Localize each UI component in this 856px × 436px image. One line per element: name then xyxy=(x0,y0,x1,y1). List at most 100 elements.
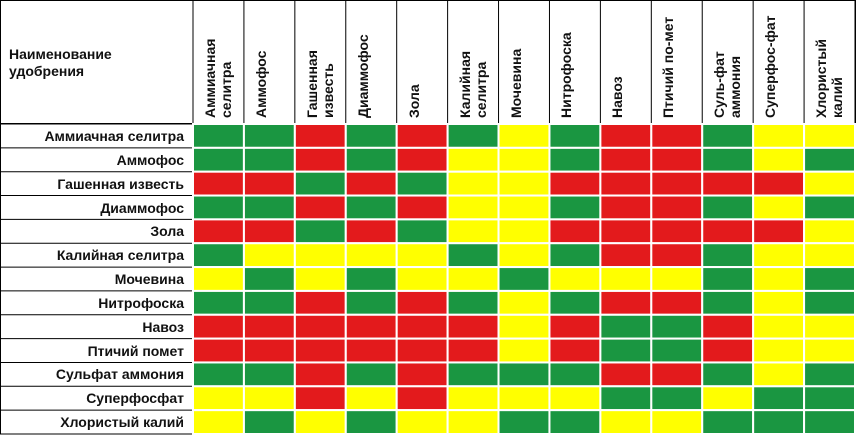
compat-cell xyxy=(395,313,449,340)
compat-cell xyxy=(548,266,602,292)
compat-cell xyxy=(293,146,347,173)
compat-cell xyxy=(599,123,653,149)
column-label-cell: Аммофос xyxy=(250,6,300,118)
compat-cell xyxy=(701,242,755,269)
compat-cell xyxy=(446,337,500,364)
compat-cell xyxy=(497,123,551,149)
compat-cell xyxy=(650,361,704,388)
compat-cell xyxy=(192,385,245,412)
compat-cell xyxy=(344,146,398,173)
compat-cell xyxy=(192,242,245,269)
column-label: Суперфос-фат xyxy=(762,15,779,118)
compat-cell xyxy=(650,242,704,269)
compat-cell xyxy=(395,289,449,316)
compat-cell xyxy=(650,266,704,292)
compat-cell xyxy=(395,361,449,388)
compat-cell xyxy=(242,242,296,269)
compat-cell xyxy=(192,194,245,221)
compat-cell xyxy=(650,409,704,435)
column-label-cell: Калийная селитра xyxy=(454,6,504,118)
compat-cell xyxy=(803,409,856,435)
compat-cell xyxy=(497,194,551,221)
compat-cell xyxy=(548,289,602,316)
compat-cell xyxy=(599,313,653,340)
row-label: Гашенная известь xyxy=(57,175,184,192)
compat-cell xyxy=(293,266,347,292)
column-label-cell: Суль-фат аммония xyxy=(708,6,758,118)
column-label: Диаммофос xyxy=(354,34,371,118)
compat-cell xyxy=(192,409,245,435)
compat-cell xyxy=(344,361,398,388)
compat-cell xyxy=(446,385,500,412)
compat-cell xyxy=(497,170,551,197)
compat-cell xyxy=(497,242,551,269)
compat-cell xyxy=(242,337,296,364)
compat-cell xyxy=(497,218,551,245)
compat-cell xyxy=(446,170,500,197)
compat-cell xyxy=(752,313,806,340)
compat-cell xyxy=(650,313,704,340)
compat-cell xyxy=(344,289,398,316)
column-label-cell: Нитрофоска xyxy=(555,6,605,118)
compat-cell xyxy=(803,361,856,388)
column-label-cell: Аммиачная селитра xyxy=(199,6,249,118)
compat-cell xyxy=(293,289,347,316)
compat-cell xyxy=(548,194,602,221)
column-label-cell: Навоз xyxy=(606,6,656,118)
compat-cell xyxy=(701,409,755,435)
compat-cell xyxy=(803,218,856,245)
compat-cell xyxy=(803,123,856,149)
compat-cell xyxy=(752,146,806,173)
compat-cell xyxy=(395,385,449,412)
compat-cell xyxy=(242,146,296,173)
column-label: Хлористый калий xyxy=(813,39,846,118)
compat-cell xyxy=(192,361,245,388)
compat-cell xyxy=(548,123,602,149)
column-label: Мочевина xyxy=(507,48,524,118)
compat-cell xyxy=(650,218,704,245)
compat-cell xyxy=(446,194,500,221)
compat-cell xyxy=(548,361,602,388)
compat-cell xyxy=(192,123,245,149)
compat-cell xyxy=(293,194,347,221)
compat-cell xyxy=(192,266,245,292)
column-label-cell: Хлористый калий xyxy=(810,6,856,118)
compat-cell xyxy=(701,289,755,316)
compat-cell xyxy=(192,170,245,197)
compat-cell xyxy=(701,170,755,197)
column-label: Калийная селитра xyxy=(456,50,489,118)
compat-cell xyxy=(701,337,755,364)
compat-cell xyxy=(192,146,245,173)
column-label-cell: Диаммофос xyxy=(352,6,402,118)
row-label: Нитрофоска xyxy=(98,294,184,311)
column-label: Суль-фат аммония xyxy=(711,51,744,118)
compat-cell xyxy=(548,242,602,269)
compat-cell xyxy=(701,266,755,292)
compat-cell xyxy=(242,313,296,340)
compat-cell xyxy=(497,313,551,340)
compat-cell xyxy=(497,146,551,173)
compat-cell xyxy=(548,409,602,435)
compat-cell xyxy=(242,385,296,412)
compat-cell xyxy=(446,218,500,245)
column-label: Аммиачная селитра xyxy=(202,38,234,118)
compat-cell xyxy=(752,385,806,412)
column-label: Гашенная известь xyxy=(303,50,336,118)
compat-cell xyxy=(752,170,806,197)
compat-cell xyxy=(701,194,755,221)
compat-cell xyxy=(599,361,653,388)
compat-cell xyxy=(344,242,398,269)
compat-cell xyxy=(803,266,856,292)
compat-cell xyxy=(650,194,704,221)
compat-cell xyxy=(650,385,704,412)
compat-cell xyxy=(803,313,856,340)
row-label: Зола xyxy=(150,223,184,240)
row-label: Калийная селитра xyxy=(56,247,184,264)
compat-cell xyxy=(497,289,551,316)
compat-cell xyxy=(395,146,449,173)
compat-cell xyxy=(803,337,856,364)
column-label: Зола xyxy=(405,84,422,118)
compat-cell xyxy=(293,313,347,340)
compat-cell xyxy=(395,337,449,364)
